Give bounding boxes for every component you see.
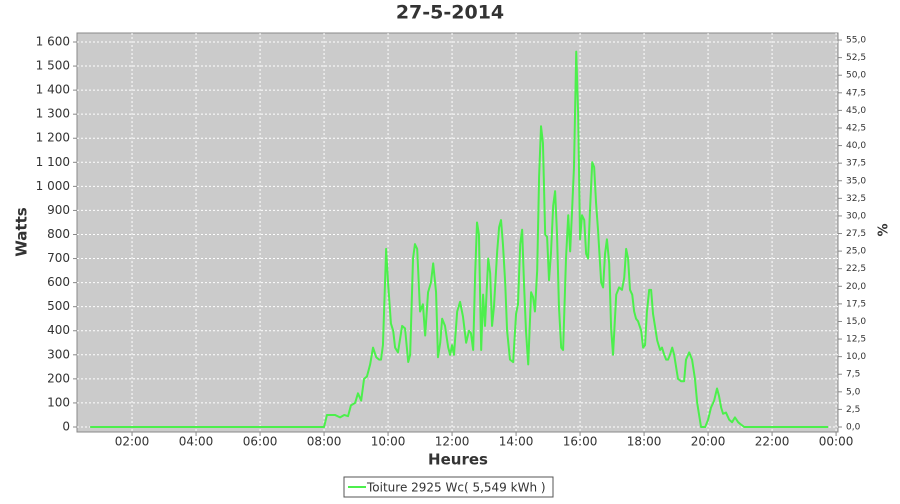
y-tick-label: 1 600: [36, 34, 70, 48]
y-tick-label: 700: [47, 251, 70, 265]
y-tick-label: 1 500: [36, 59, 70, 73]
x-axis-label: Heures: [428, 451, 488, 469]
y2-tick-label: 2,5: [846, 405, 860, 415]
y-tick-label: 1 200: [36, 131, 70, 145]
y2-tick-label: 35,0: [846, 176, 866, 186]
y-tick-label: 1 000: [36, 179, 70, 193]
y2-tick-label: 17,5: [846, 299, 866, 309]
y2-tick-label: 32,5: [846, 194, 866, 204]
y-tick-label: 900: [47, 203, 70, 217]
y-tick-label: 200: [47, 371, 70, 385]
y-tick-label: 0: [62, 419, 70, 433]
y-tick-label: 300: [47, 347, 70, 361]
y2-tick-label: 52,5: [846, 53, 866, 63]
x-tick-label: 20:00: [691, 435, 726, 449]
y2-tick-label: 20,0: [846, 282, 866, 292]
legend: [343, 476, 554, 498]
y-tick-label: 1 300: [36, 107, 70, 121]
y-tick-label: 400: [47, 323, 70, 337]
y2-tick-label: 12,5: [846, 335, 866, 345]
y2-tick-label: 5,0: [846, 387, 861, 397]
x-tick-label: 16:00: [563, 435, 598, 449]
y2-axis-label: %: [877, 223, 892, 236]
y2-tick-label: 10,0: [846, 352, 866, 362]
y2-tick-label: 55,0: [846, 36, 866, 46]
y2-tick-label: 7,5: [846, 370, 860, 380]
y-tick-label: 800: [47, 227, 70, 241]
x-tick-label: 22:00: [755, 435, 790, 449]
y2-tick-label: 37,5: [846, 159, 866, 169]
x-tick-label: 02:00: [115, 435, 150, 449]
y2-tick-label: 42,5: [846, 123, 866, 133]
series-line: [90, 50, 829, 428]
y2-tick-label: 30,0: [846, 211, 866, 221]
x-tick-label: 10:00: [371, 435, 406, 449]
x-tick-label: 04:00: [179, 435, 214, 449]
x-tick-label: 08:00: [307, 435, 342, 449]
y-axis-label: Watts: [13, 207, 31, 256]
y2-tick-label: 22,5: [846, 264, 866, 274]
chart-title: 27-5-2014: [396, 2, 504, 24]
y-tick-label: 600: [47, 275, 70, 289]
y2-tick-label: 25,0: [846, 247, 866, 257]
x-tick-label: 14:00: [499, 435, 534, 449]
x-tick-label: 18:00: [627, 435, 662, 449]
y-tick-label: 1 400: [36, 83, 70, 97]
y-tick-label: 500: [47, 299, 70, 313]
y2-tick-label: 45,0: [846, 106, 866, 116]
y2-tick-label: 40,0: [846, 141, 866, 151]
y-tick-label: 1 100: [36, 155, 70, 169]
x-tick-label: 00:00: [819, 435, 854, 449]
y-tick-label: 100: [47, 395, 70, 409]
x-tick-label: 12:00: [435, 435, 470, 449]
y2-tick-label: 50,0: [846, 71, 866, 81]
x-tick-label: 06:00: [243, 435, 278, 449]
y2-tick-label: 47,5: [846, 88, 866, 98]
plot-area: [76, 32, 839, 433]
legend-label: Toiture 2925 Wc( 5,549 kWh ): [366, 481, 546, 495]
y2-tick-label: 15,0: [846, 317, 866, 327]
y2-tick-label: 27,5: [846, 229, 866, 239]
y2-tick-label: 0,0: [846, 423, 861, 433]
